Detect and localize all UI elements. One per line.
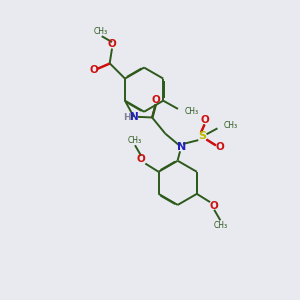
Text: CH₃: CH₃ [224, 121, 238, 130]
Text: O: O [89, 65, 98, 75]
Text: N: N [177, 142, 186, 152]
Text: O: O [137, 154, 146, 164]
Text: CH₃: CH₃ [184, 107, 199, 116]
Text: N: N [130, 112, 139, 122]
Text: O: O [108, 39, 116, 50]
Text: O: O [216, 142, 224, 152]
Text: S: S [199, 131, 207, 141]
Text: CH₃: CH₃ [128, 136, 142, 145]
Text: O: O [151, 95, 160, 105]
Text: H: H [124, 113, 131, 122]
Text: CH₃: CH₃ [93, 27, 107, 36]
Text: O: O [210, 201, 219, 211]
Text: CH₃: CH₃ [213, 220, 227, 230]
Text: O: O [200, 116, 209, 125]
